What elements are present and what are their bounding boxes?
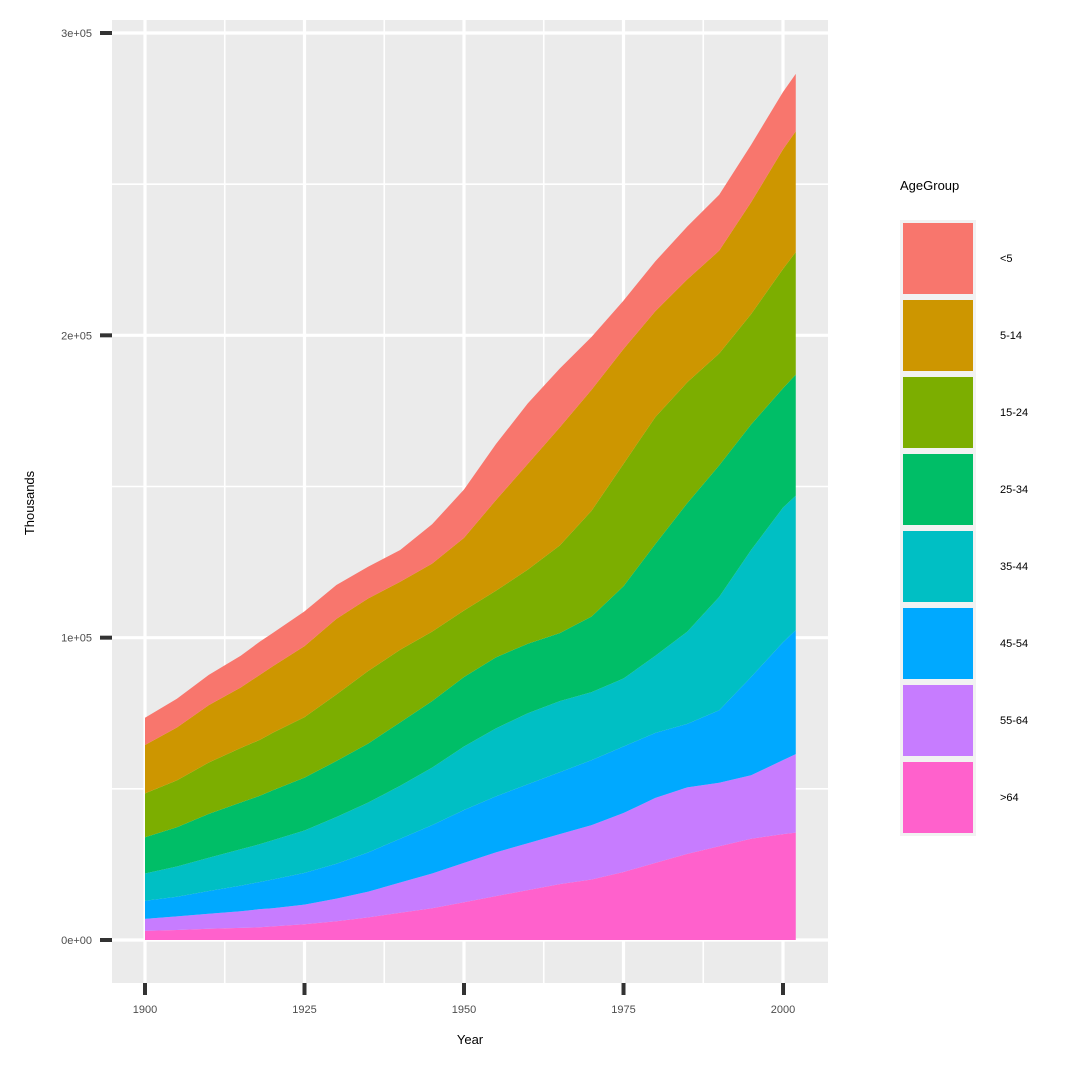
legend-label-35-44: 35-44 [1000, 561, 1028, 573]
area-35-44 [145, 495, 796, 901]
legend-swatch-25-34 [903, 454, 973, 525]
legend-title: AgeGroup [900, 178, 959, 193]
legend-label-25-34: 25-34 [1000, 484, 1028, 496]
x-tick-label: 1900 [133, 1004, 157, 1016]
legend-label-45-54: 45-54 [1000, 638, 1028, 650]
legend-swatch-gt64 [903, 762, 973, 833]
y-tick-label: 2e+05 [61, 330, 92, 342]
legend-swatch-35-44 [903, 531, 973, 602]
legend-label-lt5: <5 [1000, 253, 1013, 265]
area-45-54 [145, 630, 796, 919]
area-15-24 [145, 252, 796, 838]
legend-swatch-55-64 [903, 685, 973, 756]
y-tick-label: 1e+05 [61, 633, 92, 645]
legend-label-5-14: 5-14 [1000, 330, 1022, 342]
y-tick-label: 3e+05 [61, 28, 92, 40]
x-tick-label: 1950 [452, 1004, 476, 1016]
legend-label-15-24: 15-24 [1000, 407, 1028, 419]
x-tick-label: 1925 [292, 1004, 316, 1016]
area-5-14 [145, 131, 796, 794]
x-tick-label: 2000 [771, 1004, 795, 1016]
area-lt5 [145, 73, 796, 745]
y-tick-label: 0e+00 [61, 935, 92, 947]
x-axis-title: Year [457, 1032, 484, 1047]
legend-label-gt64: >64 [1000, 792, 1019, 804]
legend-swatch-15-24 [903, 377, 973, 448]
y-axis-title: Thousands [22, 470, 37, 535]
axes: 0e+00 1e+05 2e+05 3e+05 1900 1925 1950 1975 2000 [61, 28, 795, 1016]
legend-swatch-45-54 [903, 608, 973, 679]
area-gt64 [145, 832, 796, 940]
legend-label-55-64: 55-64 [1000, 715, 1028, 727]
area-layer [145, 73, 796, 940]
area-55-64 [145, 754, 796, 931]
legend: AgeGroup <5 5-14 15-24 25-34 35-44 45-54 55-64… [900, 178, 1028, 836]
legend-swatch-5-14 [903, 300, 973, 371]
legend-swatch-lt5 [903, 223, 973, 294]
area-25-34 [145, 374, 796, 874]
x-tick-label: 1975 [611, 1004, 635, 1016]
